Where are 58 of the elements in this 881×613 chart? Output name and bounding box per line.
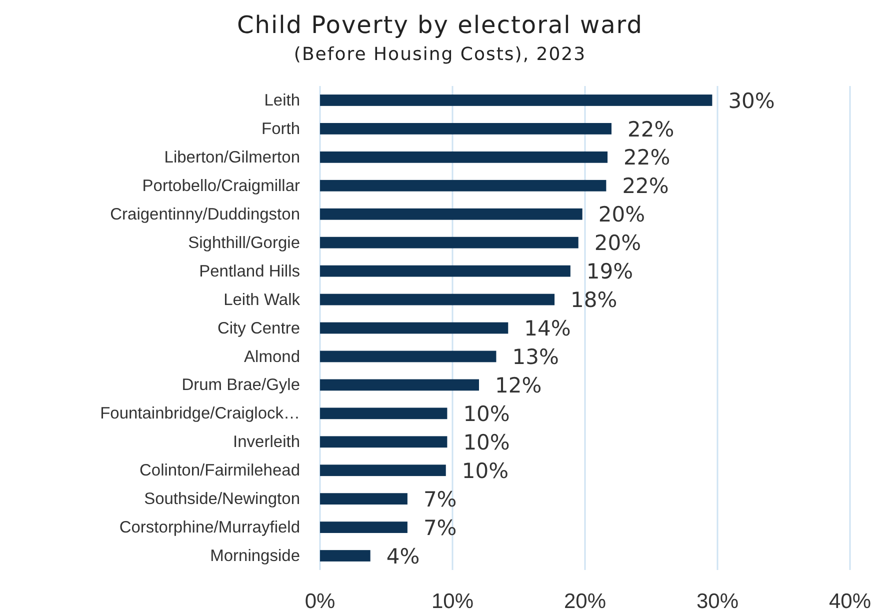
y-tick-label: Fountainbridge/Craiglock…	[100, 404, 300, 423]
bar	[320, 322, 508, 334]
chart-subtitle: (Before Housing Costs), 2023	[294, 44, 586, 65]
bar	[320, 208, 582, 220]
data-label: 10%	[462, 458, 509, 483]
x-tick-label: 40%	[828, 590, 872, 613]
y-tick-label: Craigentinny/Duddingston	[110, 205, 300, 224]
data-label: 7%	[423, 487, 457, 512]
data-label: 22%	[622, 174, 669, 198]
y-tick-label: Colinton/Fairmilehead	[140, 462, 300, 480]
data-label: 30%	[728, 88, 775, 113]
x-tick-label: 0%	[304, 590, 336, 613]
bar	[320, 493, 408, 505]
y-tick-label: City Centre	[217, 319, 300, 338]
bar	[320, 94, 712, 106]
y-tick-label: Pentland Hills	[199, 262, 300, 280]
y-tick-label: Corstorphine/Murrayfield	[119, 518, 300, 537]
data-label: 4%	[386, 544, 420, 568]
bar	[320, 550, 370, 562]
y-tick-label: Inverleith	[233, 433, 300, 452]
bar	[320, 350, 496, 362]
bar	[320, 464, 446, 476]
data-label: 10%	[463, 402, 510, 426]
bar	[320, 236, 578, 248]
data-label: 7%	[423, 516, 457, 540]
y-tick-label: Almond	[244, 348, 300, 366]
data-label: 22%	[628, 117, 674, 142]
y-tick-label: Leith Walk	[224, 290, 301, 309]
data-label: 10%	[463, 430, 510, 454]
y-tick-label: Liberton/Gilmerton	[164, 148, 300, 166]
y-tick-label: Forth	[261, 120, 300, 138]
data-label: 22%	[624, 146, 670, 170]
x-tick-label: 10%	[431, 590, 474, 613]
chart-title: Child Poverty by electoral ward	[237, 11, 643, 39]
data-label: 20%	[598, 202, 646, 227]
bar	[320, 180, 606, 192]
bar	[320, 294, 555, 306]
data-label: 19%	[586, 260, 634, 284]
y-tick-label: Sighthill/Gorgie	[188, 234, 300, 252]
y-tick-label: Portobello/Craigmillar	[142, 176, 300, 195]
data-label: 20%	[594, 231, 642, 256]
bar	[320, 408, 448, 420]
bar	[320, 123, 612, 134]
bar	[320, 151, 608, 163]
y-tick-label: Leith	[264, 92, 300, 110]
data-label: 13%	[512, 345, 559, 370]
data-label: 14%	[524, 316, 571, 341]
data-label: 18%	[570, 288, 618, 312]
bar	[320, 436, 448, 448]
x-tick-label: 30%	[696, 590, 739, 613]
x-tick-label: 20%	[564, 590, 606, 613]
y-tick-label: Morningside	[210, 547, 300, 566]
y-tick-label: Southside/Newington	[144, 490, 300, 508]
bar	[320, 522, 408, 533]
data-label: 12%	[495, 374, 542, 398]
y-tick-label: Drum Brae/Gyle	[182, 376, 300, 394]
bar	[320, 379, 479, 391]
bar	[320, 265, 570, 277]
